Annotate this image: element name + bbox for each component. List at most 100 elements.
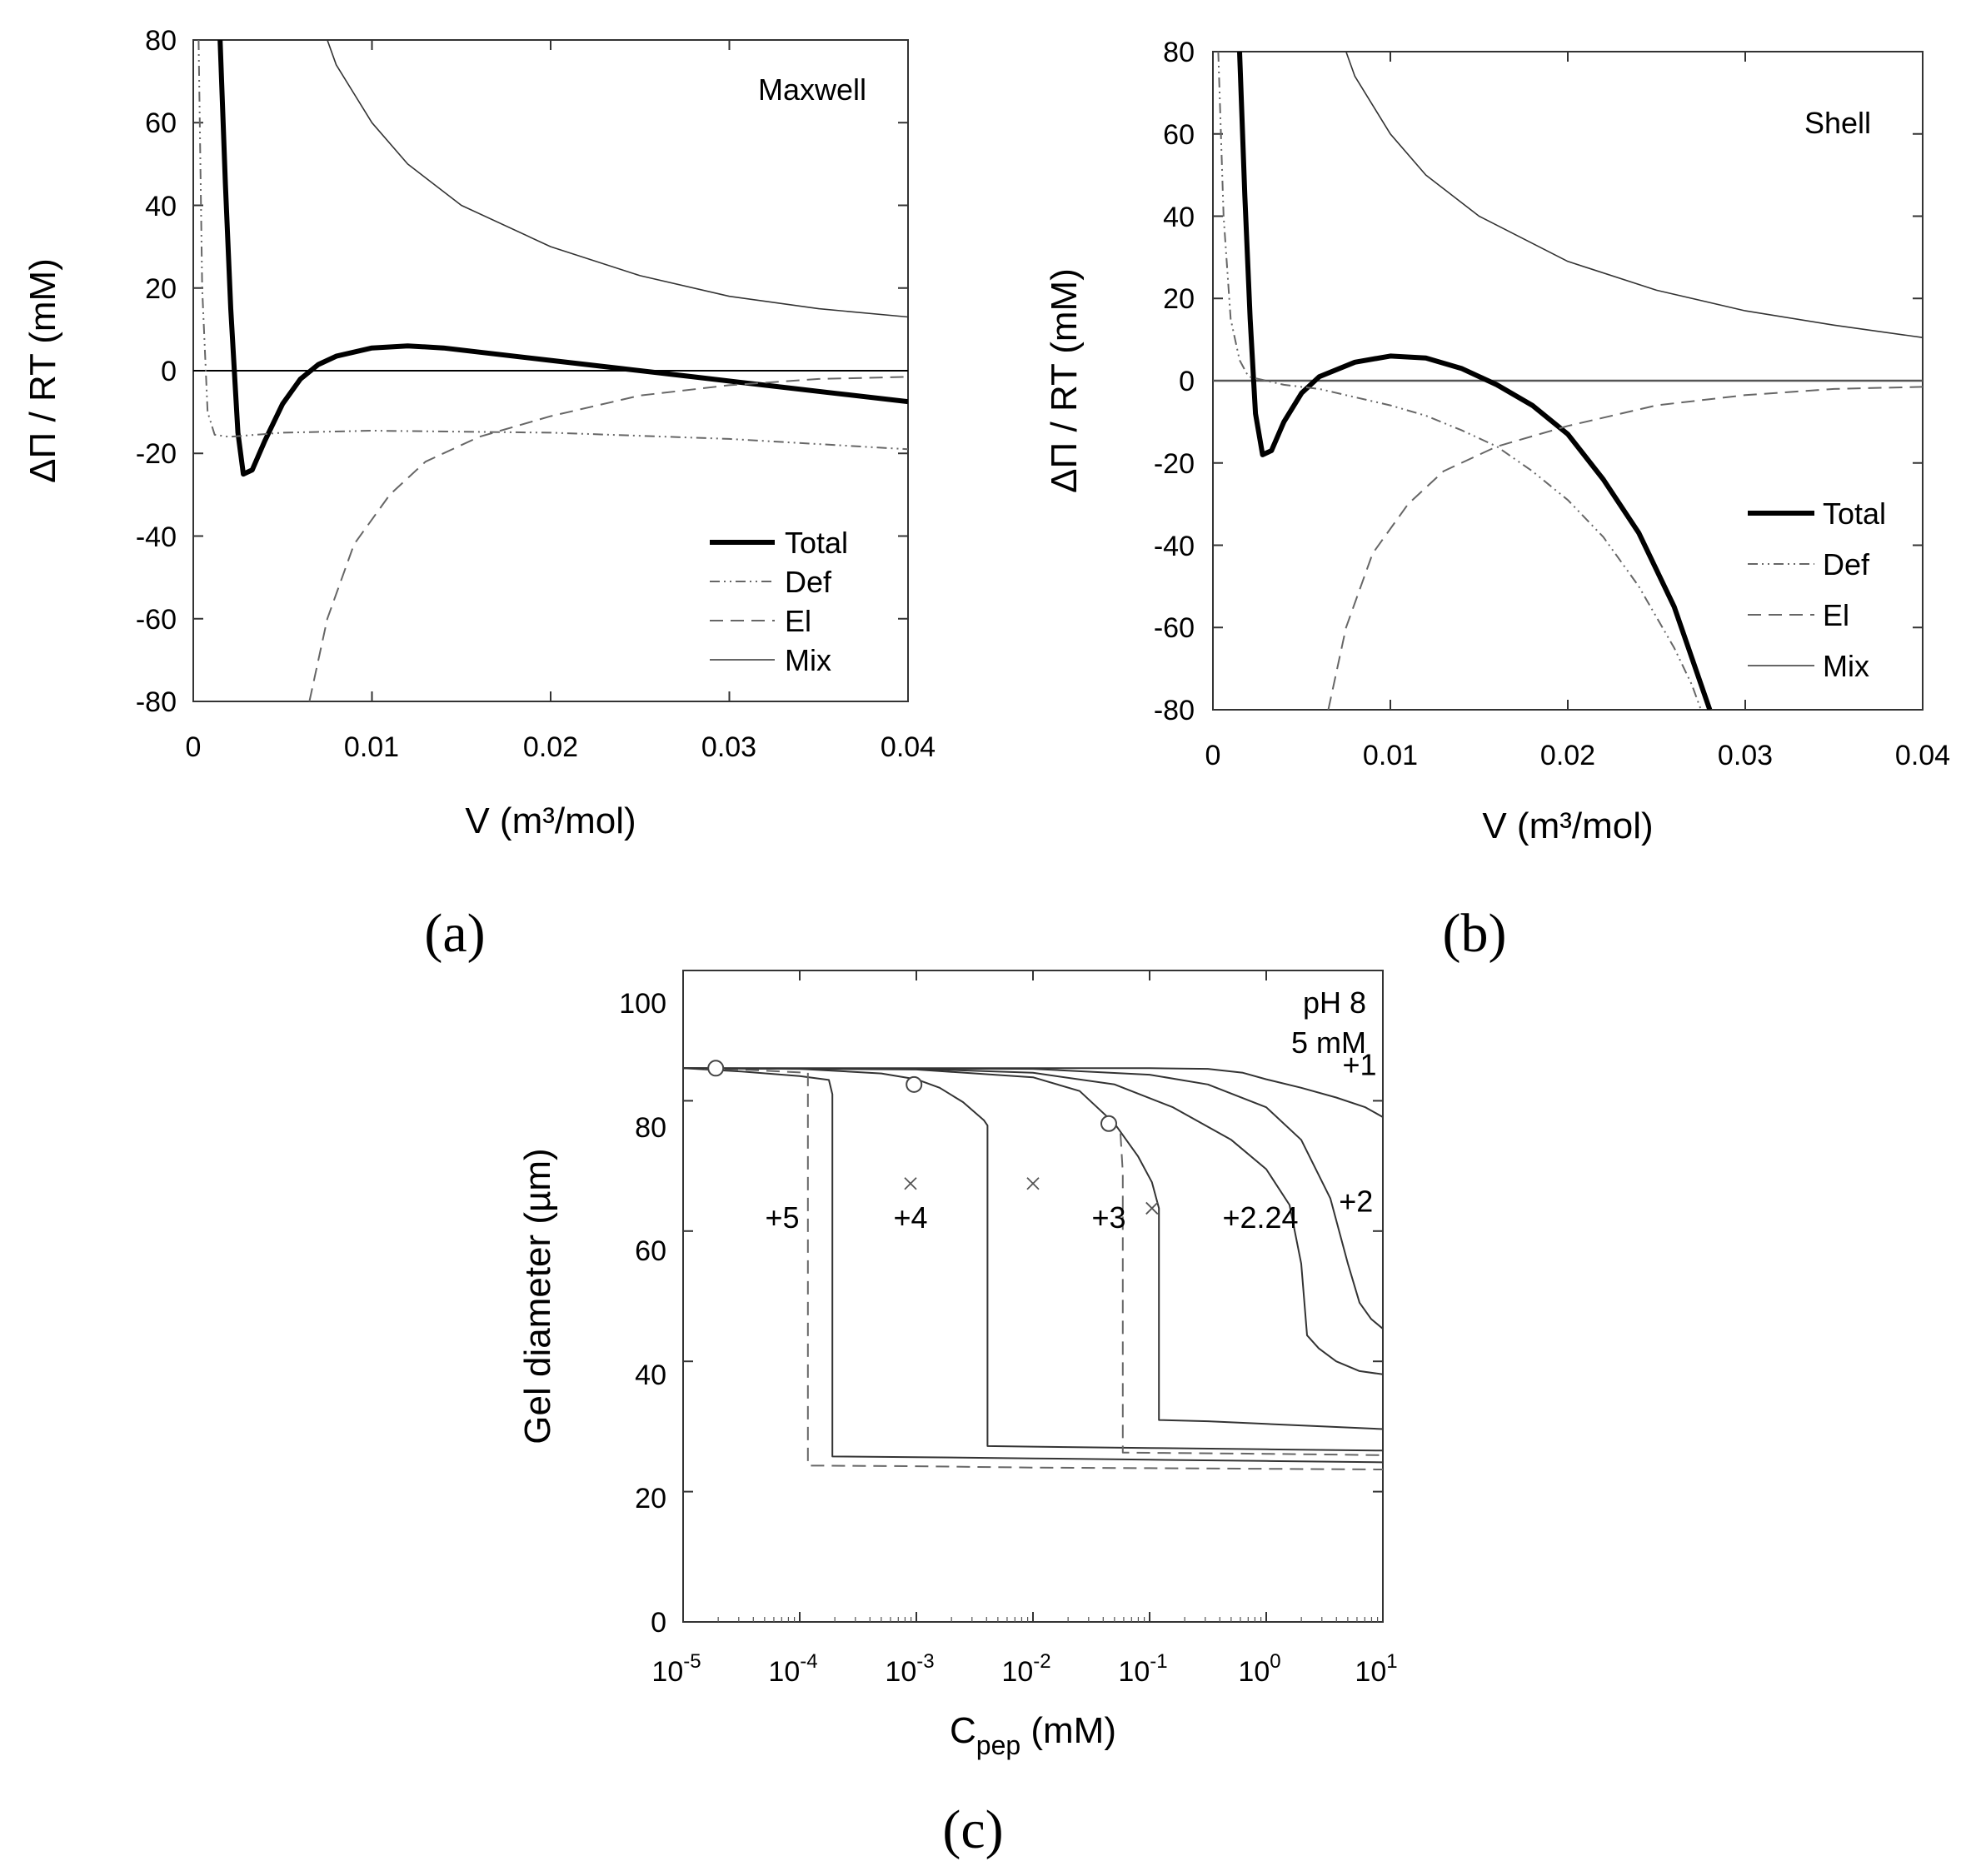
- a-series-total: [217, 40, 908, 477]
- panel-c-gel-diameter-chart: +5 +4 +3 +2.24 +2 +1 100 80 60 40 20 0 10-5 1…: [517, 970, 1398, 1860]
- b-legend-label-total: Total: [1823, 496, 1886, 531]
- a-ytick-label: 80: [145, 25, 177, 57]
- b-ytick-label: 40: [1163, 202, 1195, 233]
- b-series-el: [1327, 386, 1923, 710]
- b-series-total: [1237, 52, 1713, 710]
- a-xtick-label: 0.04: [881, 731, 936, 763]
- b-ytick-label: 80: [1163, 37, 1195, 68]
- b-legend-label-def: Def: [1823, 547, 1870, 581]
- a-legend-label-mix: Mix: [785, 643, 831, 677]
- c-series-1: [683, 1067, 1383, 1118]
- c-curve-label-2-24: +2.24: [1222, 1200, 1298, 1235]
- panel-a-series-group: [197, 40, 908, 701]
- c-xtick-label: 10-2: [1001, 1650, 1050, 1688]
- c-xtick-label: 10-1: [1118, 1650, 1167, 1688]
- panel-c-y-axis-label: Gel diameter (µm): [517, 1148, 558, 1444]
- c-curve-label-3: +3: [1091, 1200, 1125, 1235]
- a-series-el: [308, 376, 908, 701]
- b-xtick-label: 0.01: [1363, 740, 1418, 771]
- c-series-3: [683, 1067, 1383, 1430]
- panel-b-x-tick-labels: 0 0.01 0.02 0.03 0.04: [1205, 740, 1951, 771]
- panel-b-y-axis-label: ΔΠ / RT (mM): [1044, 268, 1085, 493]
- c-series-5: [683, 1067, 1383, 1464]
- c-curve-label-5: +5: [765, 1200, 799, 1235]
- panel-a-x-axis-label: V (m³/mol): [465, 801, 636, 841]
- b-ytick-label: 20: [1163, 283, 1195, 315]
- a-xtick-label: 0: [186, 731, 202, 763]
- panel-b-shell-chart: 80 60 40 20 0 -20 -40 -60 -80 0 0.01 0.0…: [1044, 37, 1950, 964]
- panel-a-label: (a): [424, 903, 485, 964]
- panel-c-series-group: [683, 1067, 1383, 1470]
- c-xtick-label: 10-3: [885, 1650, 934, 1688]
- b-ytick-label: 60: [1163, 119, 1195, 151]
- c-ytick-label: 80: [635, 1112, 666, 1144]
- c-ytick-label: 20: [635, 1483, 666, 1514]
- a-series-def: [197, 40, 908, 451]
- c-xtick-label: 100: [1238, 1650, 1280, 1688]
- a-ytick-label: -40: [136, 521, 177, 553]
- c-curve-label-4: +4: [893, 1200, 927, 1235]
- a-xtick-label: 0.03: [701, 731, 756, 763]
- b-xtick-label: 0: [1205, 740, 1221, 771]
- c-marker-circle: [707, 1060, 725, 1077]
- a-ytick-label: -80: [136, 686, 177, 718]
- panel-b-y-tick-labels: 80 60 40 20 0 -20 -40 -60 -80: [1154, 37, 1195, 726]
- b-xtick-label: 0.02: [1540, 740, 1595, 771]
- a-legend-label-total: Total: [785, 526, 848, 560]
- a-legend-label-el: El: [785, 604, 811, 638]
- c-marker-cross: [1026, 1177, 1040, 1190]
- c-marker-cross: [904, 1177, 917, 1190]
- b-ytick-label: 0: [1179, 366, 1195, 397]
- c-series-3-spinodal: [1120, 1133, 1383, 1456]
- a-ytick-label: -20: [136, 438, 177, 470]
- c-ytick-label: 40: [635, 1360, 666, 1391]
- c-series-5-spinodal: [683, 1067, 1383, 1470]
- panel-c-axis-ticks: [682, 970, 1384, 1623]
- panel-a-y-axis-label: ΔΠ / RT (mM): [22, 258, 63, 483]
- panel-a-y-tick-labels: 80 60 40 20 0 -20 -40 -60 -80: [136, 25, 177, 718]
- panel-b-x-axis-label: V (m³/mol): [1482, 806, 1653, 846]
- c-ytick-label: 100: [619, 988, 666, 1020]
- c-marker-circle: [906, 1075, 923, 1093]
- b-xtick-label: 0.04: [1895, 740, 1950, 771]
- b-legend-label-mix: Mix: [1823, 649, 1869, 683]
- a-legend-label-def: Def: [785, 565, 832, 599]
- panel-a-model-annotation: Maxwell: [758, 72, 866, 107]
- c-ytick-label: 0: [651, 1607, 666, 1639]
- a-xtick-label: 0.01: [344, 731, 399, 763]
- panel-c-condition-line-1: pH 8: [1303, 985, 1366, 1020]
- a-series-mix: [327, 40, 908, 318]
- b-legend-label-el: El: [1823, 598, 1849, 632]
- panel-a-legend: Total Def El Mix: [710, 526, 848, 677]
- panel-b-model-annotation: Shell: [1804, 106, 1871, 140]
- a-ytick-label: 40: [145, 191, 177, 222]
- panel-b-series-group: [1217, 52, 1923, 710]
- c-xtick-label: 10-4: [768, 1650, 817, 1688]
- panel-c-markers-group: [707, 1060, 1159, 1215]
- panel-c-curve-labels: +5 +4 +3 +2.24 +2 +1: [765, 1047, 1376, 1235]
- panel-b-label: (b): [1443, 903, 1507, 964]
- a-ytick-label: 60: [145, 107, 177, 139]
- panel-a-maxwell-chart: 80 60 40 20 0 -20 -40 -60 -80 0 0.01 0.0…: [22, 25, 936, 964]
- c-curve-label-1: +1: [1342, 1047, 1376, 1081]
- c-series-4: [683, 1067, 1383, 1452]
- b-xtick-label: 0.03: [1718, 740, 1773, 771]
- c-curve-label-2: +2: [1339, 1185, 1373, 1219]
- panel-a-x-tick-labels: 0 0.01 0.02 0.03 0.04: [186, 731, 936, 763]
- c-xtick-label: 10-5: [651, 1650, 701, 1688]
- b-ytick-label: -20: [1154, 448, 1195, 480]
- c-ytick-label: 60: [635, 1235, 666, 1267]
- c-series-2-24: [683, 1067, 1383, 1375]
- panel-c-label: (c): [942, 1799, 1003, 1860]
- b-ytick-label: -40: [1154, 531, 1195, 562]
- c-series-2: [683, 1067, 1383, 1330]
- a-ytick-label: 20: [145, 273, 177, 305]
- panel-c-condition-line-2: 5 mM: [1291, 1025, 1366, 1060]
- panel-c-y-tick-labels: 100 80 60 40 20 0: [619, 988, 666, 1639]
- c-xtick-label: 101: [1355, 1650, 1397, 1688]
- c-marker-circle: [1100, 1115, 1117, 1132]
- panel-b-legend: Total Def El Mix: [1748, 496, 1886, 683]
- a-xtick-label: 0.02: [523, 731, 578, 763]
- a-ytick-label: 0: [161, 356, 177, 387]
